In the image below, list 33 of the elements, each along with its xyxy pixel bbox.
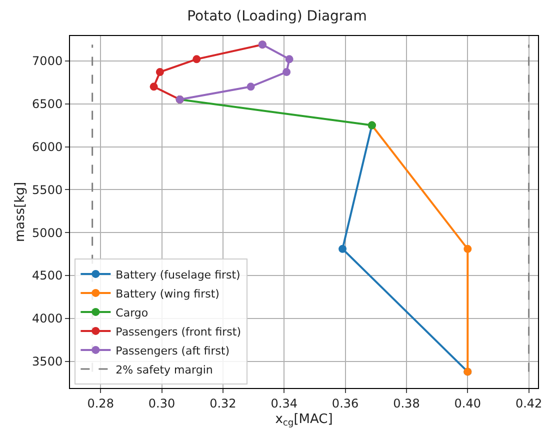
y-tick-label: 5500: [32, 182, 63, 197]
x-tick-label: 0.40: [454, 396, 482, 410]
point: [285, 55, 294, 64]
legend-label: Cargo: [116, 306, 148, 320]
y-tick-label: 3500: [32, 354, 63, 369]
legend-label: Battery (wing first): [116, 287, 220, 300]
point: [150, 82, 158, 91]
x-tick-label: 0.36: [332, 396, 359, 410]
y-tick-label: 6500: [32, 97, 63, 112]
point: [338, 244, 347, 253]
y-tick-label: 4000: [32, 312, 63, 326]
y-tick-label: 7000: [32, 54, 63, 68]
point: [464, 244, 472, 253]
x-tick-label: 0.30: [148, 396, 176, 410]
legend-label: Battery (fuselage first): [116, 268, 240, 282]
chart-title: Potato (Loading) Diagram: [187, 8, 367, 25]
x-tick-label: 0.42: [515, 396, 542, 410]
legend-label: Passengers (front first): [116, 325, 242, 338]
y-tick-label: 4500: [32, 268, 63, 283]
x-tick-label: 0.28: [87, 396, 114, 410]
point: [282, 68, 291, 76]
x-axis-title: x$_{cg}$[MAC]: [275, 412, 333, 429]
ref-line-label: 2% safety margin: [116, 363, 213, 376]
point: [246, 82, 255, 91]
legend-label: Passengers (aft first): [116, 344, 230, 358]
point: [156, 68, 164, 76]
x-tick-label: 0.34: [270, 396, 298, 410]
x-tick-label: 0.38: [393, 396, 420, 410]
y-tick-label: 5000: [32, 226, 63, 240]
y-axis-title: mass[kg]: [13, 182, 28, 242]
y-tick-label: 6000: [32, 140, 63, 154]
point: [192, 55, 201, 64]
x-tick-label: 0.32: [210, 396, 236, 410]
